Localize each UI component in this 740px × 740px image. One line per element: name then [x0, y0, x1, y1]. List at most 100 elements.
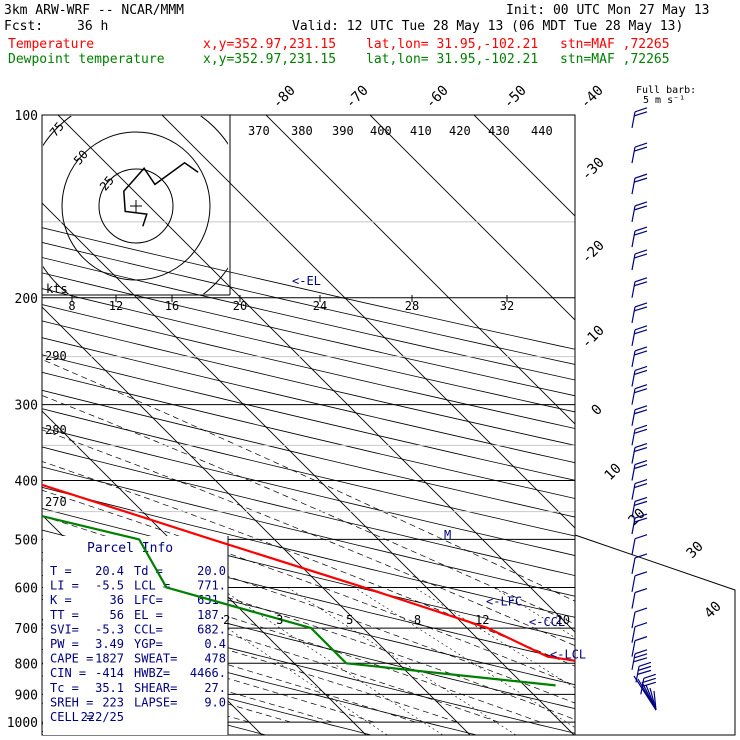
parcel-info-value: 478	[204, 652, 226, 666]
wind-barb-staff	[631, 501, 636, 518]
wind-barb	[631, 424, 648, 446]
wind-barb	[631, 479, 648, 500]
hodograph-axis-label: 32	[500, 299, 514, 313]
parcel-info-key: CELL =	[50, 710, 93, 724]
theta-label: 270	[45, 495, 67, 509]
wind-barb-flag	[634, 459, 648, 466]
parcel-info-key: YGP=	[134, 637, 163, 651]
isotherm-label: 10	[602, 461, 625, 484]
wind-barb-flag	[634, 173, 648, 179]
wind-barb-flag	[634, 622, 648, 628]
parcel-info-value: 36	[110, 593, 124, 607]
parcel-info-box	[43, 536, 228, 735]
wind-barb-staff	[631, 350, 636, 368]
mixing-ratio-label: 3	[276, 613, 283, 627]
wind-barb-staff	[631, 281, 636, 298]
mixing-ratio-label: 2	[223, 613, 230, 627]
wind-barb-staff	[631, 626, 636, 643]
wind-barb-flag	[634, 534, 648, 540]
wind-barb-flag	[634, 369, 648, 376]
wind-barb-flag	[634, 428, 648, 434]
wind-barb-staff	[631, 483, 636, 500]
marker-m: M	[444, 528, 451, 542]
wind-barb-flag	[634, 636, 648, 642]
isotherm-line	[42, 410, 367, 735]
wind-barb-flag	[634, 653, 648, 659]
parcel-info-key: SWEAT=	[134, 652, 177, 666]
dry-adiabat	[42, 320, 575, 446]
parcel-info-key: LFC=	[134, 593, 163, 607]
pressure-tick-label: 500	[15, 533, 38, 548]
wind-barb	[631, 325, 648, 346]
pressure-tick-label: 400	[15, 475, 38, 490]
wind-barb-flag	[634, 230, 648, 236]
wind-barb	[631, 513, 648, 535]
wind-barb-staff	[631, 464, 636, 481]
parcel-info-key: LI =	[50, 579, 79, 593]
wind-barb	[631, 365, 648, 387]
hodograph-ring	[98, 168, 174, 244]
parcel-info-key: PW =	[50, 637, 79, 651]
dry-adiabat	[42, 486, 575, 618]
parcel-info-key: HWBZ=	[134, 666, 170, 680]
dry-adiabat	[42, 466, 575, 597]
wind-barb	[631, 649, 648, 670]
dry-adiabat	[42, 337, 575, 464]
wind-barb-flag	[638, 665, 652, 671]
pressure-tick-label: 300	[15, 399, 38, 414]
pressure-tick-label: 800	[15, 657, 38, 672]
theta-label: 440	[531, 124, 553, 138]
parcel-info-key: T =	[50, 564, 72, 578]
wind-barb	[631, 459, 648, 481]
parcel-info-key: Td =	[134, 564, 163, 578]
wind-barb-staff	[631, 146, 636, 164]
valid-time: Valid: 12 UTC Tue 28 May 13 (06 MDT Tue …	[292, 19, 684, 34]
mixing-ratio-label: 8	[414, 613, 421, 627]
dry-adiabat	[42, 288, 575, 413]
pressure-tick-label: 100	[15, 109, 38, 124]
wind-barb-staff	[631, 429, 636, 446]
isotherm-line	[265, 115, 575, 425]
theta-label: 420	[449, 124, 471, 138]
wind-barb-flag	[634, 513, 648, 519]
parcel-info-value: 222/25	[81, 710, 124, 724]
parcel-info-value: 1827	[95, 652, 124, 666]
wind-barb-flag	[634, 424, 648, 430]
wind-barb-flag	[634, 249, 648, 255]
parcel-info-key: SVI=	[50, 622, 79, 636]
moist-adiabat	[42, 594, 458, 723]
pressure-tick-label: 900	[15, 688, 38, 703]
wind-barb-flag	[634, 302, 648, 308]
wind-barb-flag	[634, 446, 648, 453]
parcel-info-key: CIN =	[50, 666, 86, 680]
wind-barb-flag	[634, 329, 648, 335]
corner-frame	[574, 534, 736, 736]
wind-barb-flag	[634, 306, 648, 312]
wind-barb-flag	[634, 107, 648, 113]
wind-barb-flag	[634, 587, 648, 594]
wind-barb	[631, 346, 648, 368]
wind-barb-flag	[634, 500, 648, 506]
wind-barb	[631, 587, 648, 609]
dry-adiabat	[42, 354, 575, 481]
wind-barb	[631, 107, 648, 128]
mixing-ratio-label: 5	[346, 613, 353, 627]
parcel-info-value: 223	[102, 695, 124, 709]
forecast-hours: 36 h	[77, 19, 109, 34]
parcel-info-value: 20.4	[95, 564, 124, 578]
plot-frame	[41, 114, 576, 736]
wind-barb-flag	[634, 365, 648, 372]
dewpoint-station: stn=MAF ,72265	[560, 52, 670, 67]
model-title: 3km ARW-WRF -- NCAR/MMM	[4, 3, 185, 18]
theta-label: 290	[45, 349, 67, 363]
wind-barb	[631, 534, 648, 555]
parcel-info-value: 682.	[197, 622, 226, 636]
parcel-info-key: SHEAR=	[134, 681, 177, 695]
parcel-info-value: 35.1	[95, 681, 124, 695]
wind-barb-staff	[631, 370, 636, 387]
isotherm-line	[161, 115, 575, 529]
wind-barb-flag	[634, 146, 648, 152]
mixing-ratio-line	[287, 587, 517, 735]
parcel-info-value: -5.3	[95, 622, 124, 636]
